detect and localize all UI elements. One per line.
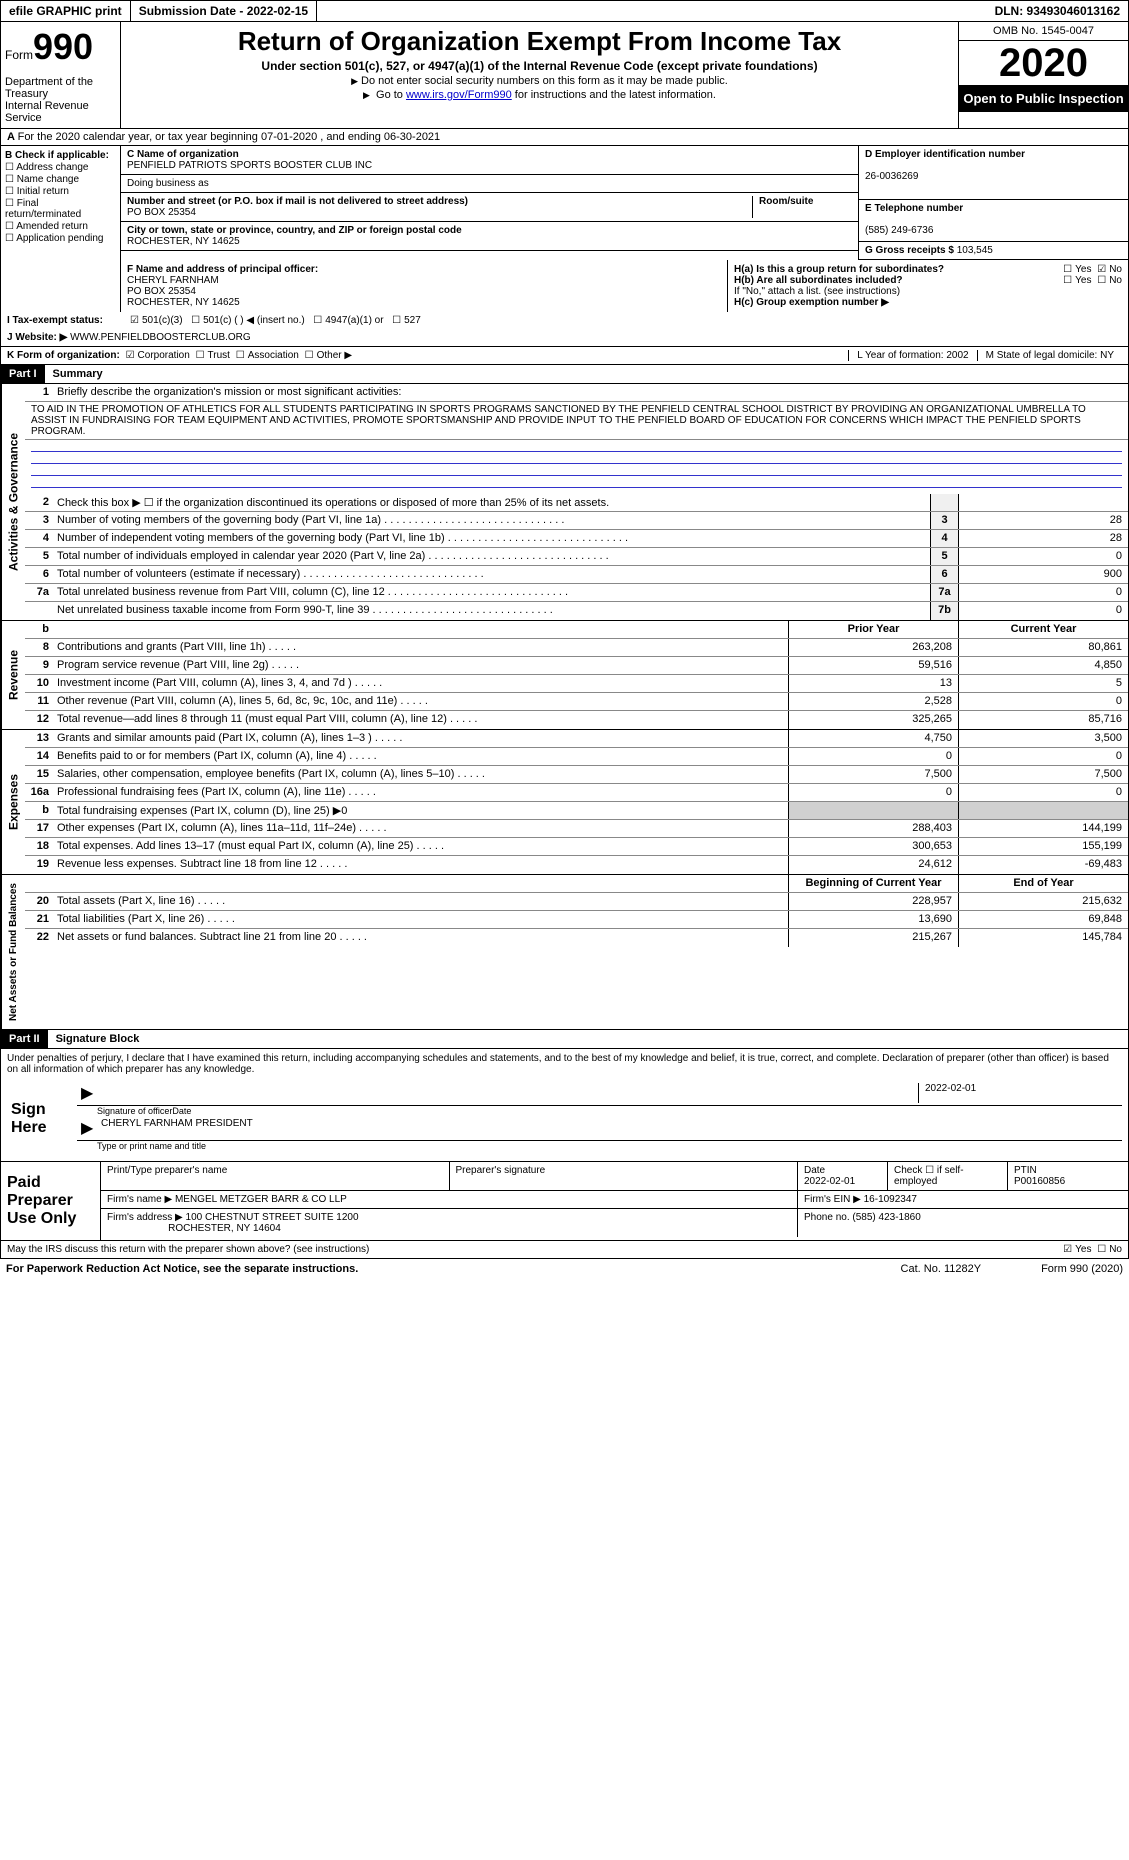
form-subtitle: Under section 501(c), 527, or 4947(a)(1)… (129, 59, 950, 73)
year-formation: L Year of formation: 2002 (848, 350, 976, 361)
summary-row: 6Total number of volunteers (estimate if… (25, 566, 1128, 584)
rev-tab: Revenue (1, 621, 25, 729)
summary-row: 9Program service revenue (Part VIII, lin… (25, 657, 1128, 675)
summary-row: 17Other expenses (Part IX, column (A), l… (25, 820, 1128, 838)
summary-row: 7aTotal unrelated business revenue from … (25, 584, 1128, 602)
exp-tab: Expenses (1, 730, 25, 874)
summary-row: 18Total expenses. Add lines 13–17 (must … (25, 838, 1128, 856)
row-i: I Tax-exempt status: 501(c)(3) 501(c) ( … (0, 312, 1129, 329)
link-note: Go to www.irs.gov/Form990 for instructio… (129, 89, 950, 101)
phone: E Telephone number(585) 249-6736 (858, 200, 1128, 242)
submission-date: Submission Date - 2022-02-15 (131, 1, 317, 21)
gross-receipts: G Gross receipts $ 103,545 (858, 242, 1128, 260)
summary-row: 12Total revenue—add lines 8 through 11 (… (25, 711, 1128, 729)
row-a: A For the 2020 calendar year, or tax yea… (0, 129, 1129, 146)
address: Number and street (or P.O. box if mail i… (121, 193, 858, 222)
summary-row: Net unrelated business taxable income fr… (25, 602, 1128, 620)
part2-header: Part II Signature Block (0, 1030, 1129, 1049)
net-tab: Net Assets or Fund Balances (1, 875, 25, 1029)
dba: Doing business as (121, 175, 858, 193)
dln: DLN: 93493046013162 (987, 1, 1128, 21)
summary-row: 14Benefits paid to or for members (Part … (25, 748, 1128, 766)
city: City or town, state or province, country… (121, 222, 858, 251)
summary-row: 10Investment income (Part VIII, column (… (25, 675, 1128, 693)
row-k: K Form of organization: Corporation Trus… (0, 347, 1129, 365)
ssn-note: Do not enter social security numbers on … (129, 75, 950, 87)
summary-row: 15Salaries, other compensation, employee… (25, 766, 1128, 784)
summary-row: 2Check this box ▶ ☐ if the organization … (25, 494, 1128, 512)
rev-section: Revenue bPrior YearCurrent Year 8Contrib… (0, 621, 1129, 730)
summary-row: 20Total assets (Part X, line 16) . . . .… (25, 893, 1128, 911)
page-footer: For Paperwork Reduction Act Notice, see … (0, 1259, 1129, 1279)
summary-row: 11Other revenue (Part VIII, column (A), … (25, 693, 1128, 711)
chk-application[interactable]: Application pending (5, 233, 116, 244)
row-fgh: F Name and address of principal officer:… (0, 260, 1129, 312)
chk-amended[interactable]: Amended return (5, 221, 116, 232)
public-inspection: Open to Public Inspection (959, 85, 1128, 112)
irs-link[interactable]: www.irs.gov/Form990 (406, 89, 512, 101)
state-domicile: M State of legal domicile: NY (977, 350, 1122, 361)
gov-tab: Activities & Governance (1, 384, 25, 620)
part1-header: Part I Summary (0, 365, 1129, 384)
chk-initial[interactable]: Initial return (5, 186, 116, 197)
efile-label: efile GRAPHIC print (1, 1, 131, 21)
summary-row: bTotal fundraising expenses (Part IX, co… (25, 802, 1128, 820)
summary-row: 16aProfessional fundraising fees (Part I… (25, 784, 1128, 802)
form-number: Form990 (5, 26, 116, 68)
net-section: Net Assets or Fund Balances Beginning of… (0, 875, 1129, 1030)
summary-row: 3Number of voting members of the governi… (25, 512, 1128, 530)
discuss-row: May the IRS discuss this return with the… (0, 1241, 1129, 1259)
box-f: F Name and address of principal officer:… (121, 260, 728, 312)
exp-section: Expenses 13Grants and similar amounts pa… (0, 730, 1129, 875)
org-name: C Name of organization PENFIELD PATRIOTS… (121, 146, 858, 175)
row-j: J Website: ▶ WWW.PENFIELDBOOSTERCLUB.ORG (0, 329, 1129, 347)
sign-here: Sign Here (7, 1081, 77, 1157)
summary-row: 13Grants and similar amounts paid (Part … (25, 730, 1128, 748)
signature-block: Under penalties of perjury, I declare th… (0, 1049, 1129, 1162)
ein: D Employer identification number26-00362… (858, 146, 1128, 200)
mission-text: TO AID IN THE PROMOTION OF ATHLETICS FOR… (25, 402, 1128, 440)
summary-row: 5Total number of individuals employed in… (25, 548, 1128, 566)
info-grid: B Check if applicable: Address change Na… (0, 146, 1129, 260)
summary-row: 21Total liabilities (Part X, line 26) . … (25, 911, 1128, 929)
chk-final[interactable]: Final return/terminated (5, 198, 116, 220)
preparer-block: Paid Preparer Use Only Print/Type prepar… (0, 1162, 1129, 1241)
top-bar: efile GRAPHIC print Submission Date - 20… (0, 0, 1129, 22)
omb: OMB No. 1545-0047 (959, 22, 1128, 41)
form-title: Return of Organization Exempt From Incom… (129, 26, 950, 57)
dept: Department of the Treasury Internal Reve… (5, 68, 116, 124)
box-b: B Check if applicable: Address change Na… (1, 146, 121, 260)
summary-row: 19Revenue less expenses. Subtract line 1… (25, 856, 1128, 874)
gov-section: Activities & Governance 1Briefly describ… (0, 384, 1129, 621)
chk-name[interactable]: Name change (5, 174, 116, 185)
chk-address[interactable]: Address change (5, 162, 116, 173)
summary-row: 4Number of independent voting members of… (25, 530, 1128, 548)
summary-row: 22Net assets or fund balances. Subtract … (25, 929, 1128, 947)
summary-row: 8Contributions and grants (Part VIII, li… (25, 639, 1128, 657)
box-h: H(a) Is this a group return for subordin… (728, 260, 1128, 312)
tax-year: 2020 (959, 41, 1128, 85)
form-header: Form990 Department of the Treasury Inter… (0, 22, 1129, 129)
